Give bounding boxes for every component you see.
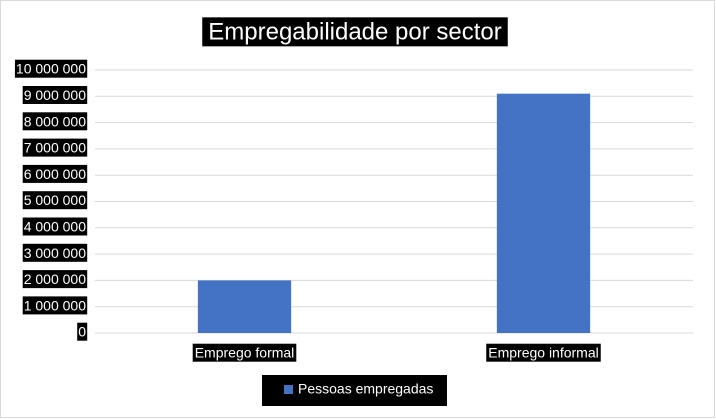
y-tick-label-box — [22, 112, 88, 131]
y-tick-label: 9 000 000 — [24, 87, 86, 103]
y-tick-label: 10 000 000 — [16, 61, 86, 77]
x-tick-label-box — [486, 343, 601, 362]
y-tick-label-box — [22, 191, 88, 210]
y-tick-label-box — [22, 217, 88, 236]
y-tick-label: 5 000 000 — [24, 192, 86, 208]
y-tick-label: 8 000 000 — [24, 113, 86, 129]
y-tick-label-box — [77, 322, 88, 341]
chart-title: Empregabilidade por sector — [208, 18, 502, 45]
chart-title-box — [202, 17, 508, 47]
bar — [197, 280, 292, 333]
y-tick-label: 7 000 000 — [24, 140, 86, 156]
y-tick-label-box — [22, 164, 88, 183]
y-tick-label: 1 000 000 — [24, 297, 86, 313]
y-tick-label-box — [22, 86, 88, 105]
y-tick-label: 0 — [78, 324, 86, 340]
y-tick-label-box — [14, 59, 88, 78]
x-tick-label: Emprego informal — [488, 345, 599, 361]
y-tick-label-box — [22, 243, 88, 262]
bar — [496, 93, 591, 333]
legend-label: Pessoas empregadas — [298, 381, 433, 397]
x-tick-label-box — [192, 343, 297, 362]
y-tick-label-box — [22, 138, 88, 157]
y-tick-label: 3 000 000 — [24, 245, 86, 261]
y-tick-label-box — [22, 270, 88, 289]
x-tick-label: Emprego formal — [195, 345, 295, 361]
y-tick-label: 4 000 000 — [24, 219, 86, 235]
y-tick-label: 6 000 000 — [24, 166, 86, 182]
y-tick-label-box — [22, 296, 88, 315]
legend-swatch — [284, 385, 293, 394]
y-tick-label: 2 000 000 — [24, 271, 86, 287]
